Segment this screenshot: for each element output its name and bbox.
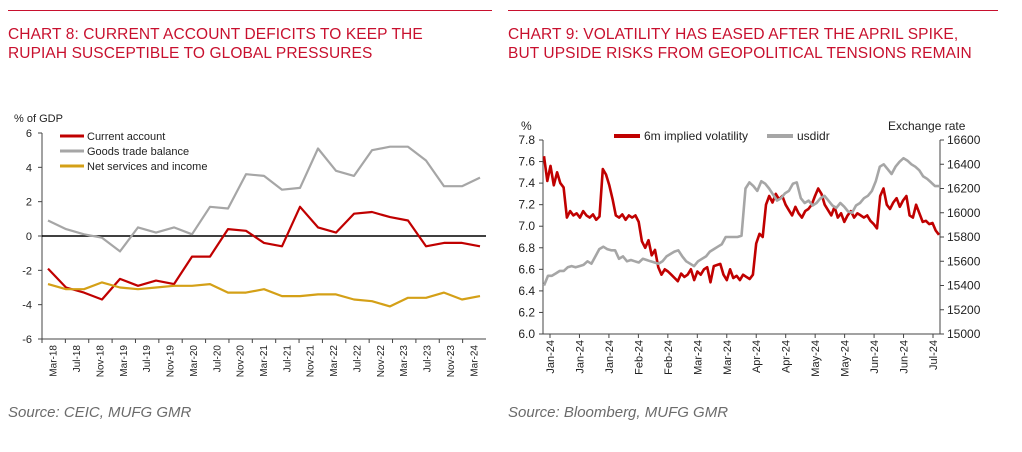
x-tick-label: Jul-24	[928, 340, 940, 370]
chart9-source: Source: Bloomberg, MUFG GMR	[508, 404, 729, 421]
left-y-tick-label: 7.8	[518, 133, 535, 147]
y-axis-label: % of GDP	[14, 113, 63, 125]
y-tick-label: -4	[22, 300, 32, 312]
x-tick-label: Jul-20	[212, 345, 223, 373]
x-tick-label: Jan-24	[545, 340, 557, 374]
chart9-title: CHART 9: VOLATILITY HAS EASED AFTER THE …	[508, 26, 972, 62]
left-y-tick-label: 6.0	[518, 327, 535, 341]
left-title-rule	[8, 10, 492, 11]
right-y-tick-label: 15800	[947, 230, 981, 244]
x-tick-label: Mar-24	[469, 345, 480, 377]
right-y-tick-label: 15200	[947, 303, 981, 317]
chart8-source: Source: CEIC, MUFG GMR	[8, 404, 192, 421]
legend-label: Current account	[87, 131, 165, 143]
x-tick-label: Mar-24	[692, 340, 704, 375]
x-tick-label: Mar-22	[329, 345, 340, 377]
x-tick-label: Nov-22	[376, 345, 387, 378]
x-tick-label: Mar-24	[722, 340, 734, 375]
x-tick-label: May-24	[840, 340, 852, 377]
x-tick-label: Jun-24	[869, 340, 881, 374]
x-tick-label: Mar-20	[189, 345, 200, 377]
x-tick-label: Jul-19	[142, 345, 153, 373]
left-y-tick-label: 6.8	[518, 241, 535, 255]
right-y-tick-label: 15600	[947, 254, 981, 268]
right-y-tick-label: 15400	[947, 279, 981, 293]
series-line	[47, 281, 481, 308]
legend-label: Goods trade balance	[87, 146, 189, 158]
x-tick-label: Apr-24	[781, 340, 793, 373]
left-y-tick-label: 7.0	[518, 219, 535, 233]
right-title-rule	[508, 10, 998, 11]
right-y-tick-label: 16600	[947, 133, 981, 147]
y-tick-label: -2	[22, 265, 32, 277]
x-tick-label: Nov-18	[95, 345, 106, 378]
left-y-tick-label: 7.2	[518, 198, 535, 212]
x-tick-label: Mar-19	[119, 345, 130, 377]
legend-label: usdidr	[797, 129, 830, 143]
series-line	[542, 156, 941, 284]
series-line	[47, 145, 481, 253]
x-tick-label: Nov-21	[306, 345, 317, 378]
x-tick-label: Jul-18	[72, 345, 83, 373]
y-tick-label: 6	[26, 128, 32, 140]
x-tick-label: May-24	[810, 340, 822, 377]
x-tick-label: Jun-24	[899, 340, 911, 374]
x-tick-label: Apr-24	[751, 340, 763, 373]
right-axis-label: Exchange rate	[888, 119, 966, 133]
x-tick-label: Feb-24	[633, 340, 645, 375]
x-tick-label: Feb-24	[663, 340, 675, 375]
legend-label: 6m implied volatility	[644, 129, 748, 143]
y-tick-label: 0	[26, 231, 32, 243]
x-tick-label: Jan-24	[604, 340, 616, 374]
x-tick-label: Jul-21	[282, 345, 293, 373]
x-tick-label: Mar-23	[399, 345, 410, 377]
x-tick-label: Jul-23	[423, 345, 434, 373]
left-y-tick-label: 6.4	[518, 284, 535, 298]
right-y-tick-label: 16400	[947, 157, 981, 171]
right-y-tick-label: 15000	[947, 327, 981, 341]
y-tick-label: 4	[26, 162, 32, 174]
left-y-tick-label: 7.6	[518, 155, 535, 169]
right-y-tick-label: 16200	[947, 182, 981, 196]
x-tick-label: Jul-22	[352, 345, 363, 373]
x-tick-label: Jan-24	[574, 340, 586, 374]
x-tick-label: Nov-20	[236, 345, 247, 378]
series-line	[542, 156, 939, 286]
x-tick-label: Mar-18	[49, 345, 60, 377]
y-tick-label: 2	[26, 197, 32, 209]
left-y-tick-label: 6.6	[518, 262, 535, 276]
left-y-tick-label: 7.4	[518, 176, 535, 190]
series-line	[47, 205, 481, 301]
y-tick-label: -6	[22, 334, 32, 346]
left-axis-label: %	[521, 119, 532, 133]
right-y-tick-label: 16000	[947, 206, 981, 220]
legend-label: Net services and income	[87, 161, 207, 173]
x-tick-label: Nov-23	[446, 345, 457, 378]
left-y-tick-label: 6.2	[518, 305, 535, 319]
x-tick-label: Nov-19	[166, 345, 177, 378]
chart8-title: CHART 8: CURRENT ACCOUNT DEFICITS TO KEE…	[8, 26, 423, 62]
x-tick-label: Mar-21	[259, 345, 270, 377]
